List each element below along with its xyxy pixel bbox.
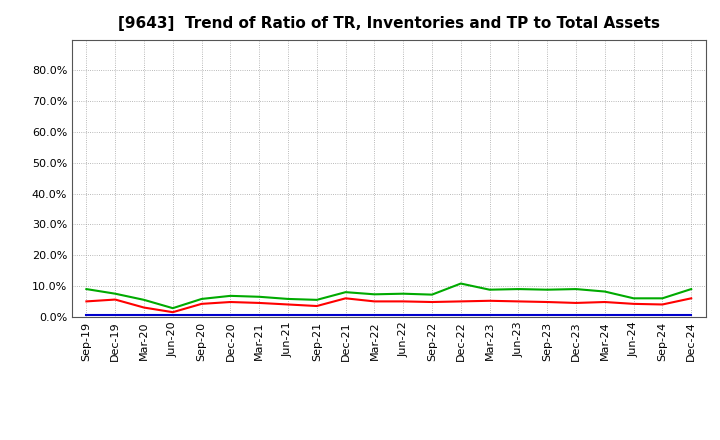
Trade Payables [226,293,235,298]
Inventories [485,312,494,318]
Trade Receivables [514,299,523,304]
Title: [9643]  Trend of Ratio of TR, Inventories and TP to Total Assets: [9643] Trend of Ratio of TR, Inventories… [118,16,660,32]
Inventories [168,312,177,318]
Trade Receivables [312,303,321,308]
Trade Receivables [82,299,91,304]
Trade Receivables [399,299,408,304]
Trade Receivables [658,302,667,307]
Trade Payables [341,290,350,295]
Trade Receivables [629,301,638,307]
Inventories [341,312,350,318]
Trade Receivables [197,301,206,307]
Trade Payables [197,296,206,301]
Trade Payables [111,291,120,297]
Inventories [399,312,408,318]
Inventories [140,312,148,318]
Trade Receivables [226,299,235,304]
Trade Receivables [341,296,350,301]
Trade Receivables [168,309,177,315]
Inventories [226,312,235,318]
Inventories [687,312,696,318]
Line: Trade Payables: Trade Payables [86,283,691,308]
Trade Payables [629,296,638,301]
Line: Trade Receivables: Trade Receivables [86,298,691,312]
Inventories [111,312,120,318]
Inventories [428,312,436,318]
Trade Receivables [543,299,552,304]
Trade Payables [687,286,696,292]
Trade Receivables [284,302,292,307]
Inventories [658,312,667,318]
Trade Receivables [456,299,465,304]
Trade Receivables [370,299,379,304]
Trade Payables [600,289,609,294]
Trade Payables [456,281,465,286]
Trade Payables [658,296,667,301]
Trade Payables [255,294,264,299]
Trade Payables [572,286,580,292]
Inventories [82,312,91,318]
Trade Payables [312,297,321,303]
Inventories [456,312,465,318]
Trade Payables [485,287,494,292]
Inventories [600,312,609,318]
Inventories [370,312,379,318]
Trade Payables [399,291,408,297]
Trade Receivables [111,297,120,302]
Trade Receivables [428,299,436,304]
Trade Receivables [572,300,580,305]
Inventories [572,312,580,318]
Trade Payables [168,305,177,311]
Trade Payables [428,292,436,297]
Inventories [197,312,206,318]
Inventories [284,312,292,318]
Inventories [514,312,523,318]
Trade Payables [543,287,552,292]
Trade Receivables [600,299,609,304]
Inventories [543,312,552,318]
Inventories [629,312,638,318]
Trade Receivables [255,300,264,305]
Trade Receivables [687,296,696,301]
Inventories [312,312,321,318]
Trade Payables [82,286,91,292]
Trade Payables [284,296,292,301]
Trade Payables [514,286,523,292]
Trade Receivables [140,305,148,310]
Trade Receivables [485,298,494,304]
Trade Payables [140,297,148,303]
Inventories [255,312,264,318]
Trade Payables [370,292,379,297]
